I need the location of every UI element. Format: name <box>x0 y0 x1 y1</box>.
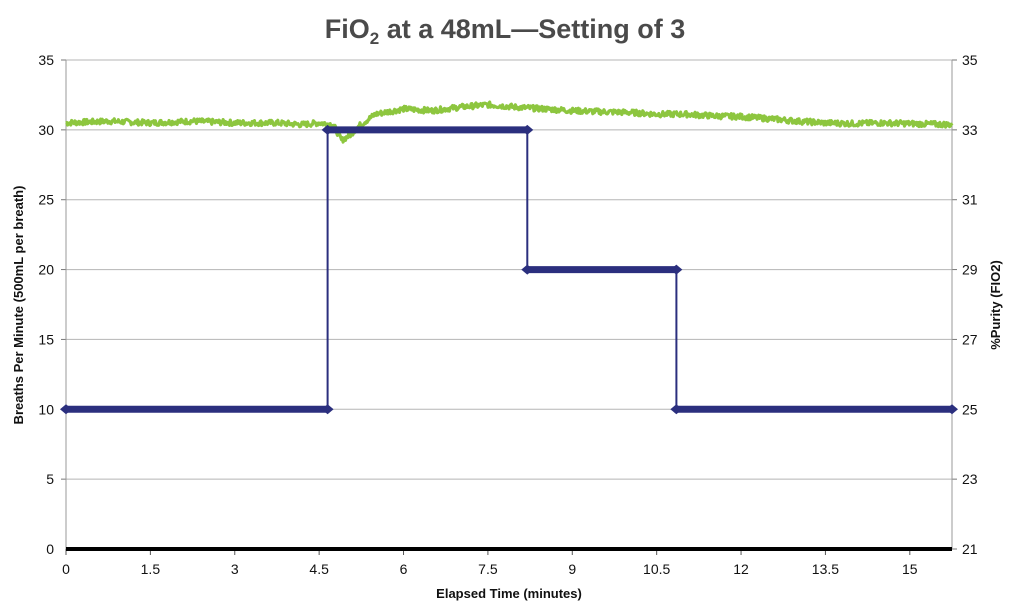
y-right-tick-label: 25 <box>962 401 978 417</box>
x-tick-labels: 0 1.5 3 4.5 6 7.5 9 10.5 12 13.5 15 <box>62 561 918 577</box>
x-tick-label: 10.5 <box>643 561 670 577</box>
series-layer <box>60 100 958 415</box>
y-left-tick-label: 20 <box>38 262 54 278</box>
y-left-tick-label: 10 <box>38 401 54 417</box>
y-left-axis-label: Breaths Per Minute (500mL per breath) <box>11 186 26 425</box>
y-right-axis-label: %Purity (FIO2) <box>988 260 1003 350</box>
x-tick-label: 9 <box>568 561 576 577</box>
x-axis-label: Elapsed Time (minutes) <box>436 586 582 601</box>
y-right-tick-label: 27 <box>962 331 978 347</box>
breaths-point-3 <box>521 124 534 135</box>
y-right-tick-labels: 21 23 25 27 29 31 33 35 <box>962 52 978 557</box>
y-right-tick-label: 35 <box>962 52 978 68</box>
x-tick-label: 3 <box>231 561 239 577</box>
breaths-point-2 <box>321 124 334 135</box>
y-right-tick-label: 23 <box>962 471 978 487</box>
series-fio2-line <box>65 100 954 144</box>
breaths-point-1 <box>321 404 334 415</box>
x-tick-label: 4.5 <box>309 561 329 577</box>
breaths-point-4 <box>521 264 534 275</box>
x-tick-label: 13.5 <box>812 561 839 577</box>
breaths-point-5 <box>670 264 683 275</box>
x-tick-label: 0 <box>62 561 70 577</box>
chart-title-rest: at a 48mL—Setting of 3 <box>379 14 685 44</box>
breaths-point-7 <box>946 404 958 415</box>
x-tick-label: 7.5 <box>478 561 498 577</box>
series-breaths-thin-line <box>66 128 952 411</box>
y-right-tick-label: 29 <box>962 262 978 278</box>
y-left-tick-label: 15 <box>38 331 54 347</box>
x-tick-label: 12 <box>733 561 749 577</box>
breaths-point-0 <box>60 404 72 415</box>
breaths-point-6 <box>670 404 683 415</box>
y-right-tick-label: 33 <box>962 122 978 138</box>
chart-title-subscript: 2 <box>370 29 379 48</box>
y-right-tick-label: 21 <box>962 541 978 557</box>
gridlines <box>61 59 957 555</box>
x-tick-label: 1.5 <box>141 561 161 577</box>
y-left-tick-label: 5 <box>46 471 54 487</box>
y-left-tick-label: 25 <box>38 192 54 208</box>
y-left-tick-label: 0 <box>46 541 54 557</box>
x-tick-label: 6 <box>400 561 408 577</box>
chart-title-prefix: FiO <box>325 14 370 44</box>
y-left-tick-label: 35 <box>38 52 54 68</box>
y-left-tick-labels: 0 5 10 15 20 25 30 35 <box>38 52 54 557</box>
y-left-tick-label: 30 <box>38 122 54 138</box>
y-right-tick-label: 31 <box>962 192 978 208</box>
chart-title: FiO2 at a 48mL—Setting of 3 <box>325 14 686 48</box>
x-tick-label: 15 <box>902 561 918 577</box>
